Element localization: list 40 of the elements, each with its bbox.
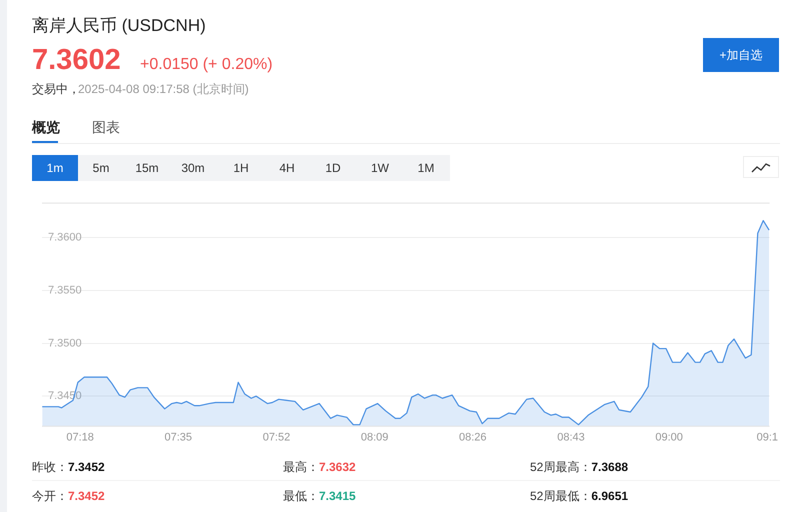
x-tick-label: 07:52 — [262, 431, 290, 444]
y-tick-label: 7.3600 — [48, 232, 82, 244]
text: 最低： — [283, 489, 319, 503]
text: 7.3452 — [68, 489, 105, 503]
text: 交易中， — [32, 81, 80, 98]
x-tick-label: 09:00 — [655, 431, 683, 444]
y-tick-label: 7.3500 — [48, 337, 82, 350]
text: 1D — [324, 160, 342, 177]
text: +加自选 — [703, 38, 779, 72]
x-tick-label: 07:35 — [164, 431, 192, 444]
text: +0.0150 (+ 0.20%) — [140, 56, 273, 74]
x-tick-label: 08:43 — [557, 431, 585, 444]
text: 7.3602 — [32, 44, 121, 77]
text: 52周最高： — [530, 460, 592, 474]
chart-title: 离岸人民币 (USDCNH) — [32, 15, 206, 37]
text: 30m — [180, 160, 206, 177]
text: 7.3452 — [68, 460, 105, 474]
text: 7.3415 — [319, 489, 356, 503]
text: 52周最低： — [530, 489, 592, 503]
text: 昨收： — [32, 460, 68, 474]
text: 2025-04-08 09:17:58 (北京时间) — [78, 81, 249, 98]
text: 1m — [32, 155, 78, 181]
x-tick-label: 08:26 — [459, 431, 487, 444]
text: 15m — [134, 160, 160, 177]
x-tick-label: 07:18 — [66, 431, 94, 444]
x-tick-label: 08:09 — [360, 431, 388, 444]
text: 1H — [232, 160, 250, 177]
text: 5m — [92, 160, 110, 177]
text: 概览 — [32, 119, 60, 137]
text: 6.9651 — [591, 489, 628, 503]
text: 图表 — [92, 119, 120, 137]
text: 7.3688 — [591, 460, 628, 474]
text: 1W — [370, 160, 390, 177]
y-tick-label: 7.3550 — [48, 284, 82, 296]
text: 1M — [416, 160, 436, 177]
text: 最高： — [283, 460, 319, 474]
text: 4H — [278, 160, 296, 177]
text: 7.3632 — [319, 460, 356, 474]
text: 今开： — [32, 489, 68, 503]
x-tick-label: 09:1 — [756, 431, 778, 444]
